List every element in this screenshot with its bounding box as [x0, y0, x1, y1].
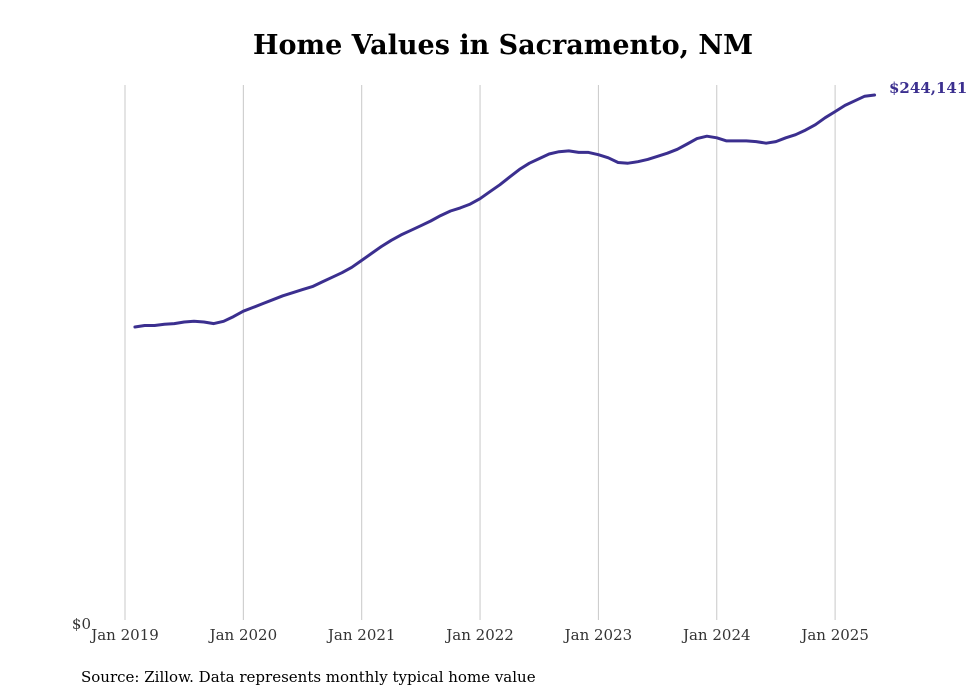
x-tick-label: Jan 2020: [208, 626, 278, 644]
end-value-label: $244,141: [889, 79, 967, 97]
x-tick-label: Jan 2023: [563, 626, 633, 644]
x-tick-label: Jan 2022: [444, 626, 514, 644]
x-tick-label: Jan 2025: [799, 626, 869, 644]
y-tick-labels: $0: [72, 615, 91, 633]
x-tick-label: Jan 2021: [326, 626, 396, 644]
series-line: [133, 93, 877, 329]
x-tick-labels: Jan 2019 Jan 2020 Jan 2021 Jan 2022 Jan 2023…: [89, 626, 869, 644]
x-tick-label: Jan 2024: [681, 626, 751, 644]
chart-title: Home Values in Sacramento, NM: [253, 30, 753, 61]
grid-lines: [124, 85, 836, 620]
x-tick-label: Jan 2019: [89, 626, 159, 644]
source-note: Source: Zillow. Data represents monthly …: [81, 668, 536, 686]
y-tick-label: $0: [72, 615, 91, 633]
